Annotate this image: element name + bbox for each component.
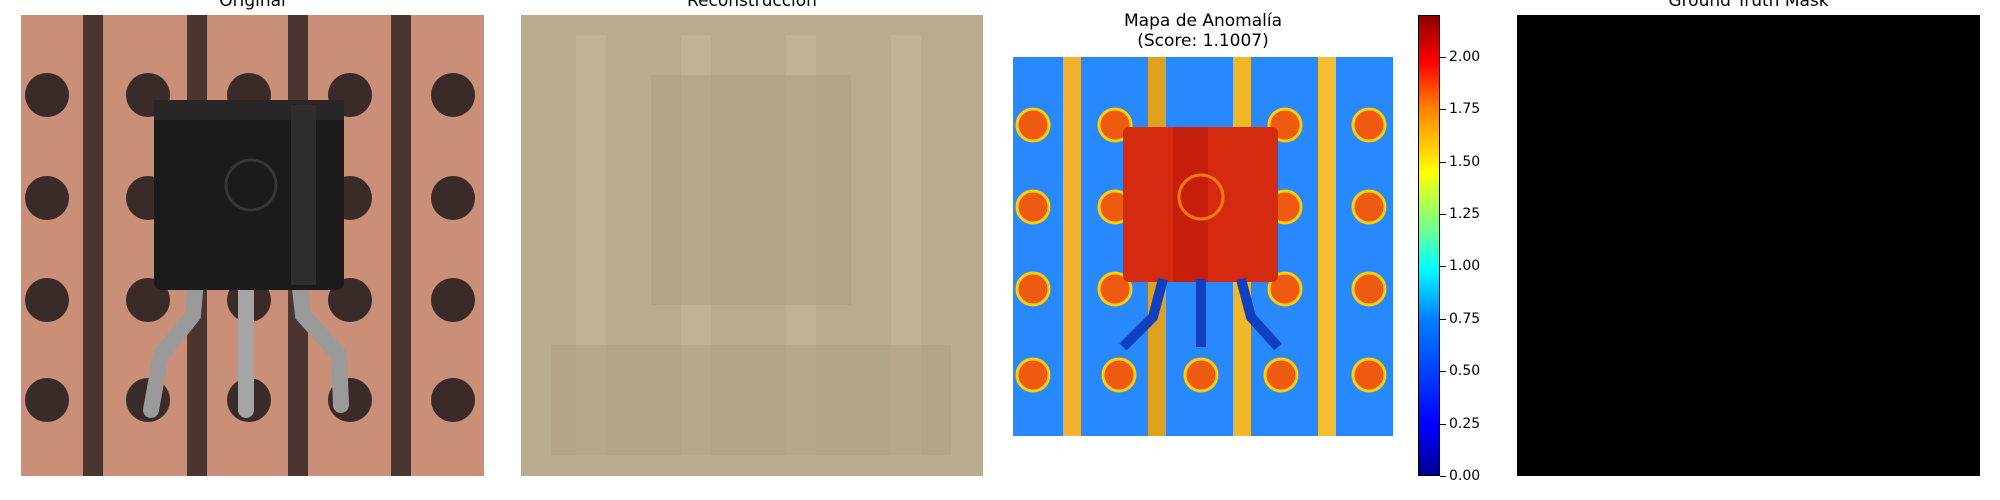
colorbar-tick-label: 0.25 xyxy=(1449,416,1481,432)
ground-truth-mask xyxy=(1517,15,1980,476)
colorbar-tick xyxy=(1440,162,1446,163)
colorbar-tick-label: 0.50 xyxy=(1449,363,1481,379)
colorbar xyxy=(1418,15,1440,476)
reconstruction-title: Reconstrucción xyxy=(687,0,817,11)
colorbar-tick xyxy=(1440,57,1446,58)
colorbar-tick-label: 0.00 xyxy=(1449,468,1481,484)
colorbar-tick xyxy=(1440,424,1446,425)
colorbar-tick xyxy=(1440,319,1446,320)
colorbar-tick-label: 1.25 xyxy=(1449,206,1481,222)
colorbar-tick xyxy=(1440,109,1446,110)
colorbar-tick xyxy=(1440,476,1446,477)
colorbar-tick-label: 1.00 xyxy=(1449,258,1481,274)
anomaly-title: Mapa de Anomalía (Score: 1.1007) xyxy=(1124,11,1282,51)
original-image xyxy=(21,15,484,476)
colorbar-tick xyxy=(1440,266,1446,267)
colorbar-tick-label: 1.75 xyxy=(1449,101,1481,117)
colorbar-tick xyxy=(1440,371,1446,372)
colorbar-tick-label: 1.50 xyxy=(1449,154,1481,170)
original-title: Original xyxy=(219,0,286,11)
colorbar-tick-label: 0.75 xyxy=(1449,311,1481,327)
ground-truth-title: Ground Truth Mask xyxy=(1668,0,1829,11)
colorbar-tick-label: 2.00 xyxy=(1449,49,1481,65)
reconstruction-image xyxy=(521,15,983,476)
anomaly-heatmap xyxy=(1013,57,1393,436)
colorbar-tick xyxy=(1440,214,1446,215)
